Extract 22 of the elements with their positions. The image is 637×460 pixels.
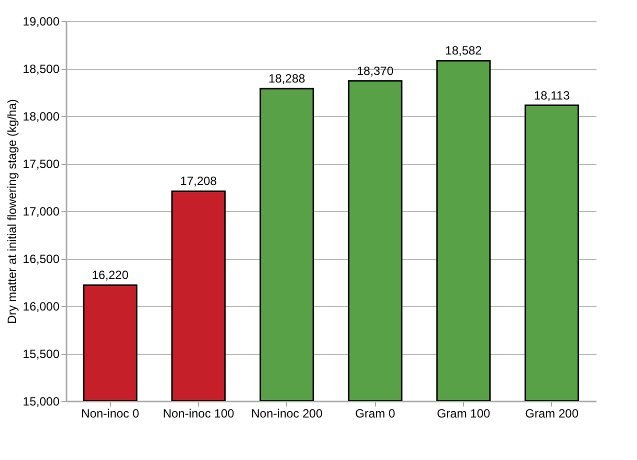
y-tick-label: 17,500	[22, 157, 60, 171]
x-tick-label: Non-inoc 100	[162, 406, 235, 420]
y-tick-label: 16,000	[22, 300, 60, 314]
x-tick-label: Gram 100	[436, 406, 490, 420]
y-tick-label: 18,000	[22, 110, 60, 124]
data-label: 18,370	[356, 64, 394, 78]
y-tick-label: 19,000	[22, 14, 60, 28]
y-tick-label: 15,500	[22, 347, 60, 361]
x-tick-label: Gram 0	[355, 406, 396, 420]
data-label: 18,113	[534, 88, 570, 102]
x-tick-label: Gram 200	[525, 406, 579, 420]
y-tick-label: 17,000	[22, 204, 60, 218]
y-tick-label: 16,500	[22, 252, 60, 266]
y-tick-label: 18,500	[22, 62, 60, 76]
x-tick-label: Non-inoc 0	[81, 406, 140, 420]
x-tick-label: Non-inoc 200	[251, 406, 323, 420]
y-axis-title: Dry matter at initial flowering stage (kg/ha)	[4, 99, 19, 324]
data-label: 18,582	[445, 44, 482, 58]
y-tick-label: 15,000	[22, 394, 60, 408]
data-label: 16,220	[92, 268, 129, 282]
data-label: 17,208	[180, 174, 218, 188]
data-label: 18,288	[268, 72, 306, 86]
